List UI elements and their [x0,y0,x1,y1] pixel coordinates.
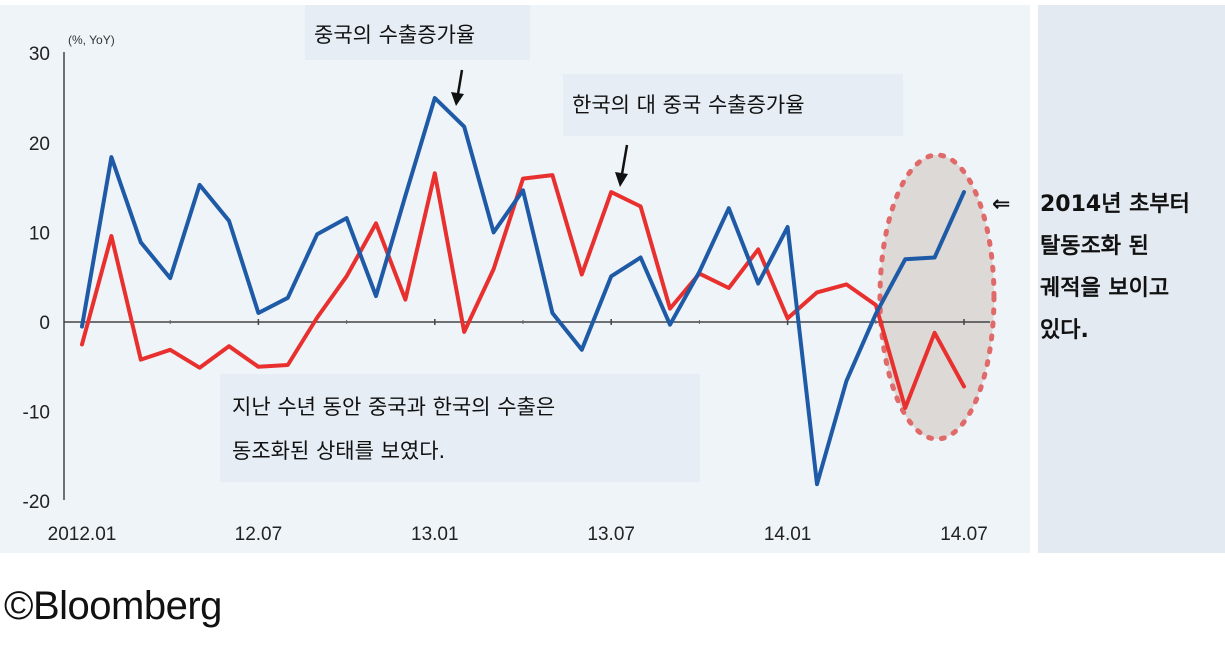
annotation-korea: 한국의 대 중국 수출증가율 [572,93,805,117]
y-tick-label: 20 [29,134,50,155]
side-panel-background [1038,5,1225,553]
x-tick-label: 14.01 [764,524,812,545]
annotation-box-china [305,5,530,60]
annotation-arrow-china [451,69,464,106]
series-line-korea-exports-to-china [80,171,966,410]
y-tick-label: 0 [39,313,50,334]
highlight-ellipse [877,152,997,442]
x-tick-label: 14.07 [940,524,988,545]
side-note-line-1: 2014년 초부터 [1040,192,1190,217]
y-tick-label: 30 [29,44,50,65]
annotation-box-korea [563,74,903,136]
annotation-bottom-line-2: 동조화된 상태를 보였다. [232,439,445,463]
annotation-bottom-line-1: 지난 수년 동안 중국과 한국의 수출은 [232,395,555,419]
side-note-line-3: 궤적을 보이고 [1040,276,1169,301]
x-tick-label: 13.07 [587,524,635,545]
side-note-line-2: 탈동조화 된 [1040,234,1149,259]
y-tick-label: -10 [23,403,50,424]
x-tick-label: 12.07 [235,524,283,545]
y-tick-label: 10 [29,223,50,244]
y-tick-label: -20 [23,492,50,513]
annotation-box-bottom [220,374,700,482]
series-line-china-exports [80,96,966,487]
x-tick-label: 13.01 [411,524,459,545]
annotation-china: 중국의 수출증가율 [314,23,475,47]
x-tick-label: 2012.01 [48,524,117,545]
credit-text: ©Bloomberg [4,584,222,628]
unit-label: (%, YoY) [68,33,115,47]
annotation-arrow-korea [615,144,629,187]
side-note-line-4: 있다. [1040,318,1089,343]
side-note-arrow: ⇐ [992,192,1010,217]
